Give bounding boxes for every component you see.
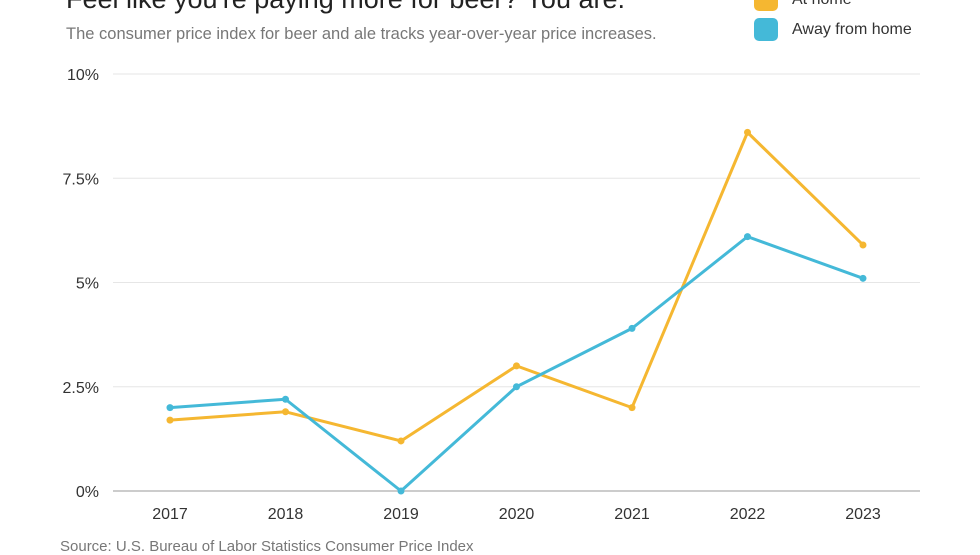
x-tick-label: 2021 xyxy=(614,506,650,523)
y-tick-label: 2.5% xyxy=(63,380,99,397)
data-point xyxy=(859,241,867,249)
y-tick-label: 10% xyxy=(67,67,99,84)
x-tick-label: 2019 xyxy=(383,506,419,523)
data-point xyxy=(282,395,289,403)
chart-subtitle: The consumer price index for beer and al… xyxy=(66,25,657,43)
data-point xyxy=(166,404,174,412)
x-tick-label: 2023 xyxy=(845,506,881,523)
source-note: Source: U.S. Bureau of Labor Statistics … xyxy=(60,538,474,555)
legend-item-at-home: At home xyxy=(754,0,852,11)
data-point xyxy=(166,416,174,424)
legend-item-away-from-home: Away from home xyxy=(754,18,912,41)
x-tick-label: 2017 xyxy=(152,506,188,523)
x-tick-label: 2022 xyxy=(730,506,766,523)
legend-swatch-at-home xyxy=(754,0,778,11)
data-point xyxy=(513,383,520,391)
y-tick-label: 5% xyxy=(76,276,99,293)
data-point xyxy=(628,324,636,332)
legend-label: Away from home xyxy=(792,20,912,38)
data-point xyxy=(744,233,751,241)
x-tick-label: 2018 xyxy=(268,506,304,523)
y-tick-label: 7.5% xyxy=(63,171,99,188)
data-point xyxy=(282,408,289,416)
data-point xyxy=(628,404,636,412)
legend-swatch-away xyxy=(754,18,778,41)
data-point xyxy=(744,128,751,136)
x-tick-label: 2020 xyxy=(499,506,535,523)
chart-title: Feel like you're paying more for beer? Y… xyxy=(66,0,625,15)
y-tick-label: 0% xyxy=(76,484,99,501)
data-point xyxy=(859,274,867,282)
legend-label: At home xyxy=(792,0,852,9)
data-point xyxy=(513,362,520,370)
data-point xyxy=(397,487,405,495)
data-point xyxy=(397,437,405,445)
